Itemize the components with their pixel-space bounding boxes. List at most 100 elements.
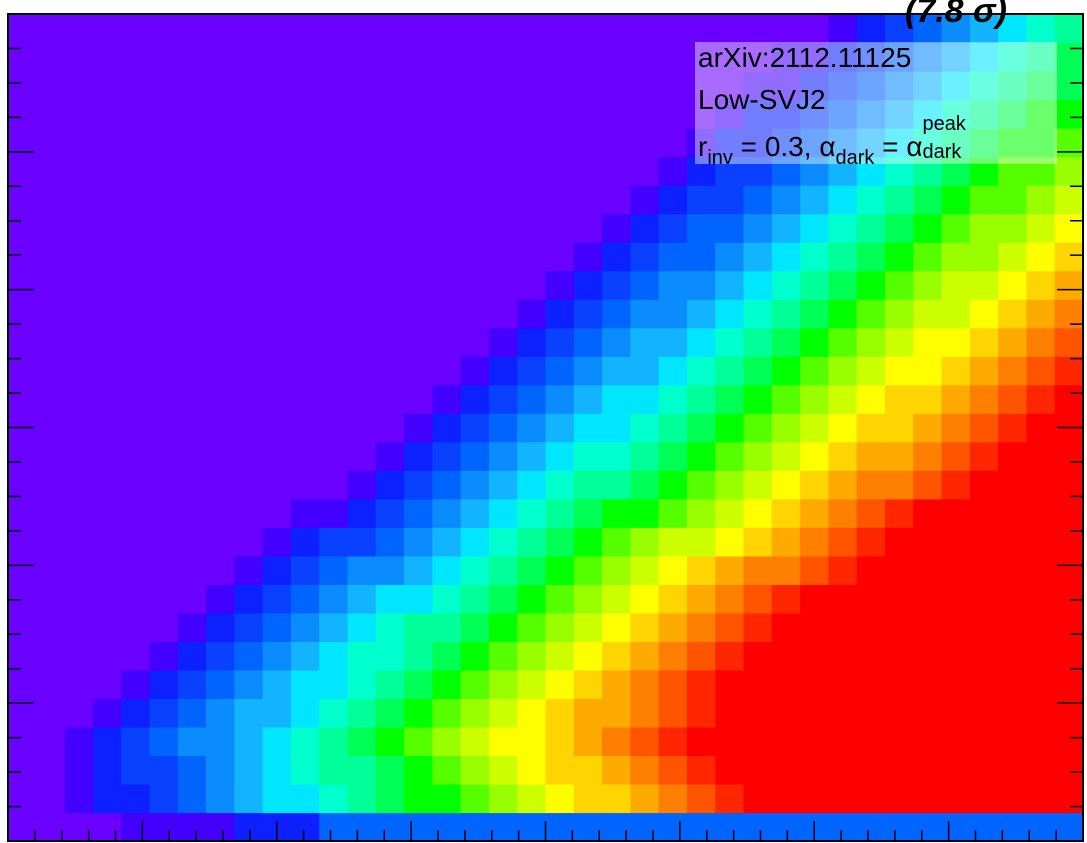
heatmap-cell — [432, 413, 462, 443]
heatmap-cell — [828, 584, 858, 614]
heatmap-cell — [206, 384, 235, 414]
heatmap-cell — [913, 128, 943, 158]
heatmap-cell — [658, 156, 688, 186]
heatmap-cell — [602, 755, 631, 785]
heatmap-cell — [8, 213, 37, 243]
heatmap-cell — [64, 612, 94, 642]
heatmap-cell — [913, 242, 943, 272]
heatmap-cell — [460, 498, 490, 528]
heatmap-cell — [121, 612, 151, 642]
heatmap-cell — [630, 470, 660, 500]
heatmap-cell — [969, 14, 999, 44]
heatmap-cell — [913, 42, 943, 72]
heatmap-cell — [290, 555, 320, 585]
heatmap-cell — [206, 783, 235, 814]
heatmap-cell — [262, 441, 292, 471]
heatmap-cell — [121, 156, 151, 186]
heatmap-cell — [404, 584, 433, 614]
heatmap-cell — [573, 270, 603, 300]
heatmap-cell — [206, 641, 235, 671]
heatmap-cell — [573, 14, 603, 44]
heatmap-cell — [630, 384, 660, 414]
heatmap-cell — [517, 555, 547, 585]
heatmap-cell — [771, 755, 801, 785]
heatmap-cell — [375, 527, 405, 557]
heatmap-cell — [517, 584, 547, 614]
heatmap-cell — [884, 99, 914, 129]
heatmap-cell — [319, 71, 349, 101]
heatmap-cell — [771, 783, 801, 814]
heatmap-cell — [602, 555, 631, 585]
heatmap-cell — [630, 14, 660, 44]
heatmap-cell — [488, 555, 518, 585]
heatmap-cell — [290, 99, 320, 129]
heatmap-cell — [743, 327, 773, 357]
heatmap-cell — [743, 669, 773, 700]
heatmap-cell — [998, 612, 1028, 642]
heatmap-cell — [1054, 641, 1084, 671]
heatmap-cell — [319, 327, 349, 357]
heatmap-cell — [517, 641, 547, 671]
heatmap-cell — [800, 185, 829, 215]
heatmap-cell — [658, 71, 688, 101]
heatmap-cell — [573, 299, 603, 329]
heatmap-cell — [913, 185, 943, 215]
heatmap-cell — [1054, 356, 1084, 386]
heatmap-cell — [36, 42, 66, 72]
heatmap-cell — [149, 641, 179, 671]
heatmap-cell — [969, 185, 999, 215]
heatmap-cell — [630, 669, 660, 700]
heatmap-cell — [771, 213, 801, 243]
heatmap-cell — [347, 755, 377, 785]
heatmap-cell — [121, 128, 151, 158]
heatmap-cell — [92, 213, 122, 243]
heatmap-cell — [149, 128, 179, 158]
heatmap-cell — [998, 470, 1028, 500]
heatmap-cell — [375, 612, 405, 642]
heatmap-cell — [36, 584, 66, 614]
heatmap-cell — [998, 498, 1028, 528]
heatmap-cell — [800, 413, 829, 443]
heatmap-cell — [432, 42, 462, 72]
heatmap-cell — [432, 698, 462, 728]
heatmap-cell — [686, 384, 716, 414]
heatmap-cell — [149, 327, 179, 357]
heatmap-cell — [743, 99, 773, 129]
heatmap-cell — [715, 384, 745, 414]
heatmap-cell — [36, 726, 66, 757]
legend-alpha2-sup: peak — [922, 113, 966, 135]
heatmap-cell — [488, 384, 518, 414]
heatmap-cell — [658, 470, 688, 500]
heatmap-cell — [913, 726, 943, 757]
heatmap-cell — [36, 356, 66, 386]
heatmap-cell — [290, 242, 320, 272]
heatmap-cell — [149, 584, 179, 614]
heatmap-cell — [856, 299, 886, 329]
heatmap-cell — [375, 327, 405, 357]
heatmap-cell — [658, 612, 688, 642]
heatmap-cell — [743, 527, 773, 557]
heatmap-cell — [319, 812, 349, 842]
heatmap-cell — [121, 584, 151, 614]
heatmap-cell — [92, 498, 122, 528]
heatmap-cell — [488, 783, 518, 814]
heatmap-cell — [347, 128, 377, 158]
heatmap-cell — [517, 185, 547, 215]
heatmap-cell — [64, 669, 94, 700]
heatmap-cell — [488, 14, 518, 44]
heatmap-cell — [969, 555, 999, 585]
heatmap-cell — [290, 185, 320, 215]
heatmap-cell — [828, 71, 858, 101]
heatmap-cell — [149, 498, 179, 528]
heatmap-cell — [262, 128, 292, 158]
heatmap-cell — [460, 99, 490, 129]
heatmap-cell — [206, 755, 235, 785]
heatmap-cell — [545, 641, 575, 671]
heatmap-cell — [913, 327, 943, 357]
heatmap-cell — [347, 669, 377, 700]
heatmap-cell — [262, 384, 292, 414]
heatmap-cell — [998, 185, 1028, 215]
heatmap-cell — [998, 755, 1028, 785]
heatmap-cell — [856, 755, 886, 785]
heatmap-cell — [658, 42, 688, 72]
